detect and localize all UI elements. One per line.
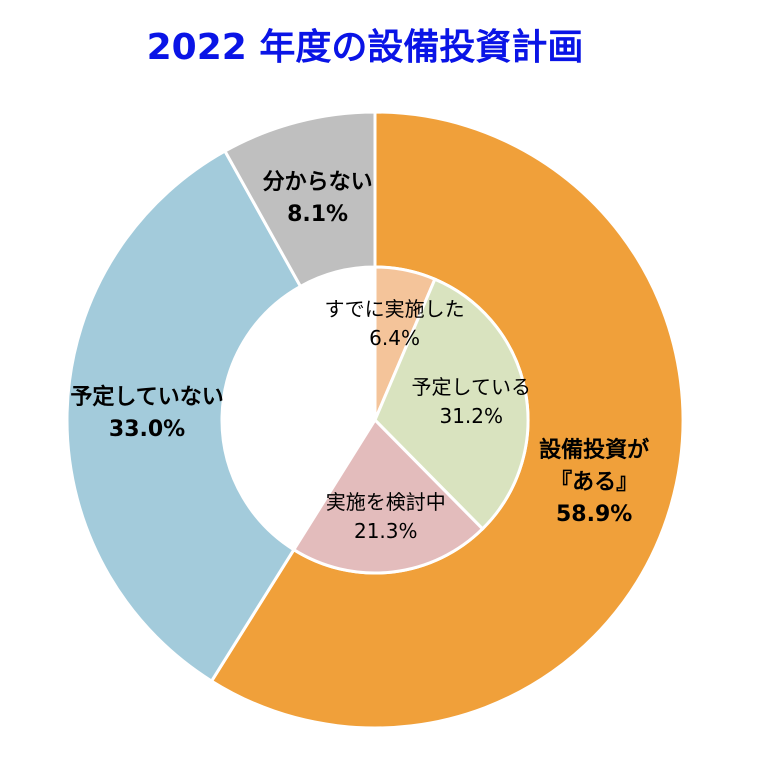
- category-label: 設備投資が 『ある』: [539, 438, 650, 495]
- slice: [373, 277, 530, 531]
- value-label: 6.4%: [369, 325, 420, 350]
- value-label: 8.1%: [287, 202, 349, 228]
- slice: [65, 148, 303, 684]
- value-label: 31.2%: [439, 403, 504, 428]
- slice-label: 分からない 8.1%: [263, 167, 373, 231]
- value-label: 33.0%: [108, 417, 186, 443]
- slice: [291, 417, 485, 575]
- slice-label: 設備投資が 『ある』 58.9%: [539, 435, 649, 531]
- slice-label: すでに実施した 6.4%: [324, 295, 464, 353]
- category-label: 実施を検討中: [325, 490, 446, 515]
- chart-title: 2022 年度の設備投資計画: [146, 27, 584, 68]
- value-label: 21.3%: [353, 519, 418, 544]
- category-label: 予定している: [411, 374, 531, 399]
- category-label: 分からない: [262, 170, 373, 196]
- slice-label: 予定している 31.2%: [412, 373, 531, 431]
- category-label: すでに実施した: [324, 296, 465, 321]
- slice-label: 実施を検討中 21.3%: [326, 488, 446, 546]
- slice-label: 予定していない 33.0%: [70, 382, 223, 446]
- value-label: 58.9%: [555, 501, 633, 527]
- slice: [222, 110, 377, 289]
- category-label: 予定していない: [70, 385, 224, 411]
